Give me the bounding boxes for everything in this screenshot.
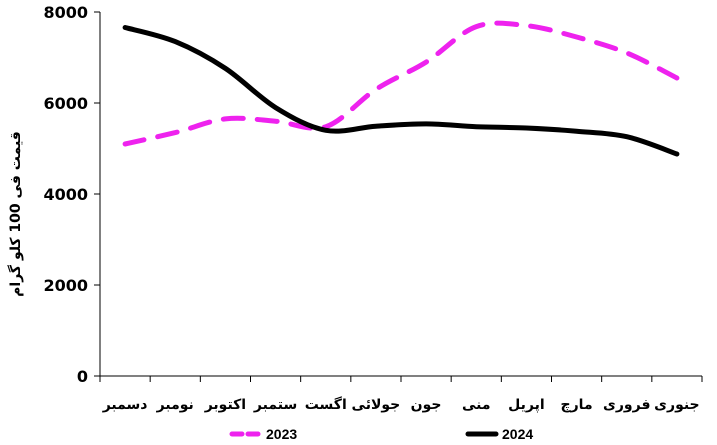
x-category-label: نومبر (156, 397, 194, 413)
x-category-label: جنوری (654, 397, 699, 413)
x-category-label: ستمبر (253, 397, 297, 413)
legend-label-2024: 2024 (502, 426, 533, 442)
series-line-2024 (122, 25, 680, 157)
legend-label-2023: 2023 (266, 426, 297, 442)
y-tick-label: 6000 (43, 94, 88, 113)
x-category-label: مارچ (561, 397, 593, 413)
legend: 2023 2024 (229, 426, 533, 442)
x-category-label: فروری (603, 397, 650, 413)
y-tick-label: 8000 (43, 3, 88, 22)
y-tick-labels: 0 2000 4000 6000 8000 (43, 3, 88, 386)
x-category-label: اپریل (508, 397, 545, 413)
y-tick-label: 2000 (43, 276, 88, 295)
x-category-label: اگست (305, 396, 347, 413)
x-category-label: منی (462, 397, 491, 413)
series-line-2023 (122, 20, 680, 147)
series-lines (122, 20, 680, 157)
x-category-label: دسمبر (102, 397, 148, 413)
x-category-label: اکتوبر (204, 397, 246, 413)
y-tick-label: 0 (77, 367, 88, 386)
y-axis-title: قیمت فی 100 کلو گرام (7, 131, 24, 297)
chart-axes (94, 11, 703, 382)
x-category-label: جون (411, 397, 442, 413)
x-category-label: جولائی (352, 397, 401, 413)
y-tick-label: 4000 (43, 185, 88, 204)
